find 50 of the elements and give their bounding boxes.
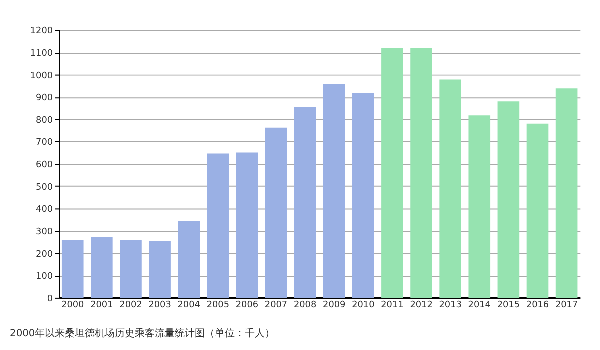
x-tick-label: 2004 bbox=[178, 300, 201, 310]
bar bbox=[556, 88, 578, 298]
x-tick-label: 2003 bbox=[148, 300, 172, 310]
bar bbox=[91, 237, 113, 298]
y-tick-label: 500 bbox=[36, 182, 54, 193]
y-tick-label: 800 bbox=[36, 116, 54, 126]
y-tick-label: 100 bbox=[36, 272, 54, 282]
text: 2000年以来桑坦德机场历史乘客流量统计图（单位：千人） bbox=[10, 328, 276, 340]
x-tick-label: 2007 bbox=[264, 300, 288, 310]
y-tick-label: 700 bbox=[36, 138, 54, 148]
bar bbox=[468, 116, 491, 298]
x-tick-label: 2002 bbox=[120, 300, 142, 310]
bar bbox=[410, 48, 432, 298]
x-tick-label: 2000 bbox=[62, 300, 85, 310]
x-tick-label: 2006 bbox=[236, 300, 259, 310]
bar bbox=[120, 240, 142, 298]
bar bbox=[236, 152, 258, 298]
bar bbox=[440, 80, 462, 298]
bar bbox=[526, 124, 549, 298]
x-tick-label: 2010 bbox=[352, 300, 376, 310]
bar bbox=[294, 106, 316, 298]
y-tick-label: 1100 bbox=[30, 48, 54, 59]
x-tick-label: 2015 bbox=[497, 300, 520, 310]
bar bbox=[323, 84, 346, 298]
bar bbox=[382, 48, 404, 298]
y-tick-label: 1200 bbox=[30, 26, 54, 37]
x-tick-label: 2014 bbox=[468, 300, 492, 310]
bar bbox=[149, 241, 171, 298]
x-tick-label: 2008 bbox=[294, 300, 317, 310]
x-tick-label: 2012 bbox=[410, 300, 433, 310]
y-tick-label: 200 bbox=[36, 250, 54, 260]
bar bbox=[178, 221, 200, 298]
x-tick-label: 2011 bbox=[381, 300, 404, 310]
y-tick-label: 0 bbox=[47, 294, 54, 304]
y-tick-label: 1000 bbox=[30, 71, 54, 82]
x-tick-label: 2016 bbox=[526, 300, 550, 310]
x-tick-label: 2001 bbox=[90, 300, 114, 310]
bar bbox=[265, 128, 288, 298]
bar bbox=[498, 102, 520, 298]
x-tick-label: 2017 bbox=[555, 300, 578, 310]
bar bbox=[352, 93, 374, 298]
x-tick-label: 2013 bbox=[439, 300, 462, 310]
bar bbox=[207, 154, 230, 298]
y-tick-label: 900 bbox=[36, 94, 54, 104]
y-tick-label: 400 bbox=[36, 205, 54, 216]
bar bbox=[62, 240, 84, 298]
y-tick-label: 300 bbox=[36, 227, 54, 238]
x-tick-label: 2005 bbox=[206, 300, 230, 310]
x-tick-label: 2009 bbox=[323, 300, 346, 310]
y-tick-label: 600 bbox=[36, 160, 54, 171]
